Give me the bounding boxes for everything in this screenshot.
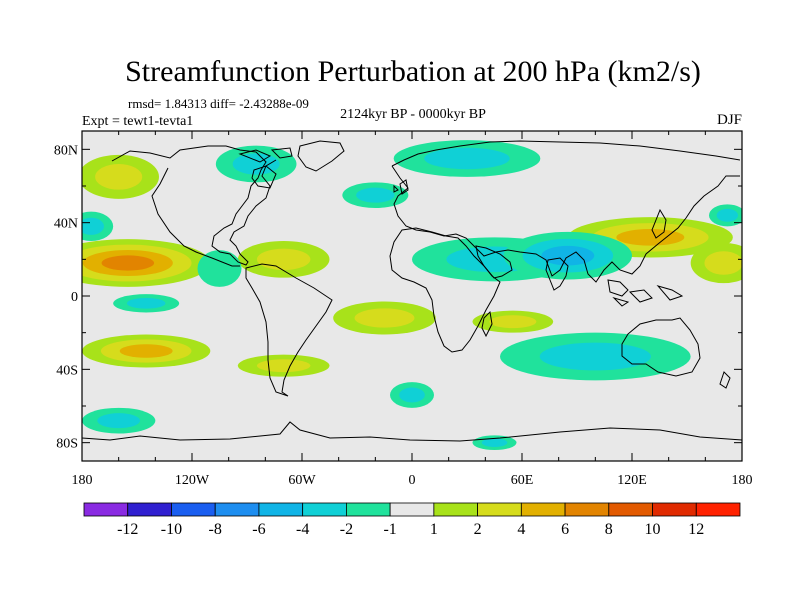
- anomaly-negative-13-band-1: [356, 187, 395, 203]
- colorbar-swatch: [652, 502, 697, 517]
- lat-label: 40S: [56, 363, 78, 378]
- southeast-asia-islands: [607, 279, 684, 307]
- colorbar-label: 4: [517, 521, 525, 538]
- colorbar-swatch: [258, 502, 304, 517]
- colorbar-swatch: [214, 502, 260, 517]
- anomaly-negative-16-band-1: [539, 342, 651, 371]
- colorbar-label: -12: [117, 521, 138, 538]
- colorbar-label: 2: [474, 521, 482, 538]
- arctic-islands: [238, 147, 293, 163]
- anomaly-positive-7-band-2: [616, 229, 685, 246]
- lat-label: 0: [71, 290, 78, 305]
- australia-coast: [621, 317, 701, 377]
- longitude-labels: 180 120W 60W 0 60E 120E 180: [72, 473, 753, 488]
- anomaly-negative-12-band-1: [232, 153, 280, 175]
- lon-label: 180: [732, 473, 753, 488]
- anomaly-negative-21-band-0: [197, 250, 242, 287]
- lon-label: 60E: [511, 473, 534, 488]
- hudson-bay: [251, 165, 277, 189]
- colorbar-swatch: [520, 502, 566, 517]
- colorbar-label: -10: [161, 521, 182, 538]
- anomaly-negative-11-band-1: [424, 147, 510, 170]
- north-america-coast: [111, 145, 277, 267]
- colorbar-label: -8: [209, 521, 222, 538]
- colorbar-labels: -12 -10 -8 -6 -4 -2 -1 1 2 4 6 8 10 12: [117, 521, 704, 538]
- antarctica-coast: [82, 421, 742, 442]
- anomaly-negative-17-band-1: [97, 413, 141, 429]
- lon-label: 0: [409, 473, 416, 488]
- anomaly-negative-18-band-1: [399, 387, 425, 403]
- colorbar-swatch: [433, 502, 479, 517]
- colorbar-label: -6: [252, 521, 265, 538]
- lon-label: 120W: [175, 473, 210, 488]
- anomaly-positive-4-band-1: [256, 359, 311, 373]
- experiment-label: Expt = tewt1-tevta1: [82, 114, 193, 129]
- map-background: [82, 131, 742, 461]
- anomaly-positive-5-band-1: [354, 308, 415, 328]
- lat-label: 40N: [54, 217, 78, 232]
- british-isles: [393, 179, 409, 195]
- africa-coast: [389, 227, 501, 353]
- colorbar-swatch: [83, 502, 129, 517]
- axis-ticks: [81, 131, 743, 461]
- anomaly-negative-20-band-1: [716, 208, 739, 222]
- greenland-coast: [297, 140, 345, 172]
- lon-label: 60W: [288, 473, 316, 488]
- anomaly-positive-8-band-1: [704, 251, 742, 275]
- colorbar-swatch: [171, 502, 216, 517]
- colorbar-label: -4: [296, 521, 309, 538]
- colorbar-swatch: [127, 502, 172, 517]
- lon-label: 180: [72, 473, 93, 488]
- anomaly-negative-10-band-1: [82, 217, 104, 235]
- season-label: DJF: [717, 112, 742, 128]
- indian-subcontinent: [545, 257, 569, 291]
- anomaly-positive-6-band-1: [489, 315, 537, 329]
- period-label: 2124kyr BP - 0000kyr BP: [340, 107, 486, 122]
- new-zealand: [719, 371, 731, 389]
- lon-label: 120E: [617, 473, 647, 488]
- colorbar-swatch: [389, 502, 435, 517]
- anomaly-fields: [82, 140, 742, 450]
- anomaly-negative-9-band-1: [126, 297, 166, 309]
- latitude-labels: 80N 40N 0 40S 80S: [54, 143, 78, 451]
- anomaly-positive-0-band-3: [101, 255, 155, 271]
- colorbar-label: -2: [340, 521, 353, 538]
- madagascar: [481, 310, 493, 338]
- anomaly-positive-3-band-2: [119, 344, 173, 358]
- colorbar-label: 10: [645, 521, 661, 538]
- stats-label: rmsd= 1.84313 diff= -2.43288e-09: [128, 96, 309, 111]
- map-panel: 80N 40N 0 40S 80S 180 120W 60W 0 60E 120E 180: [54, 130, 753, 488]
- colorbar: -12 -10 -8 -6 -4 -2 -1 1 2 4 6 8 10 12: [83, 502, 741, 538]
- anomaly-negative-19-band-1: [481, 438, 508, 447]
- colorbar-swatch: [564, 502, 610, 517]
- south-america-coast: [245, 263, 333, 397]
- colorbar-label: -1: [383, 521, 396, 538]
- lat-label: 80N: [54, 143, 78, 158]
- lat-label: 80S: [56, 437, 78, 452]
- anomaly-positive-1-band-1: [256, 248, 311, 271]
- colorbar-swatch: [345, 502, 391, 517]
- colorbar-label: 12: [688, 521, 704, 538]
- colorbar-label: 8: [605, 521, 613, 538]
- anomaly-positive-2-band-1: [95, 164, 143, 190]
- colorbar-swatches: [83, 502, 741, 517]
- colorbar-swatch: [608, 502, 653, 517]
- japan: [651, 208, 667, 239]
- coastlines: [82, 140, 742, 442]
- colorbar-label: 6: [561, 521, 569, 538]
- colorbar-swatch: [695, 502, 741, 517]
- anomaly-negative-15-band-2: [541, 245, 595, 266]
- arabia-coast: [475, 245, 513, 279]
- figure-title: Streamfunction Perturbation at 200 hPa (…: [125, 55, 701, 88]
- colorbar-swatch: [302, 502, 347, 517]
- colorbar-swatch: [477, 502, 522, 517]
- colorbar-label: 1: [430, 521, 438, 538]
